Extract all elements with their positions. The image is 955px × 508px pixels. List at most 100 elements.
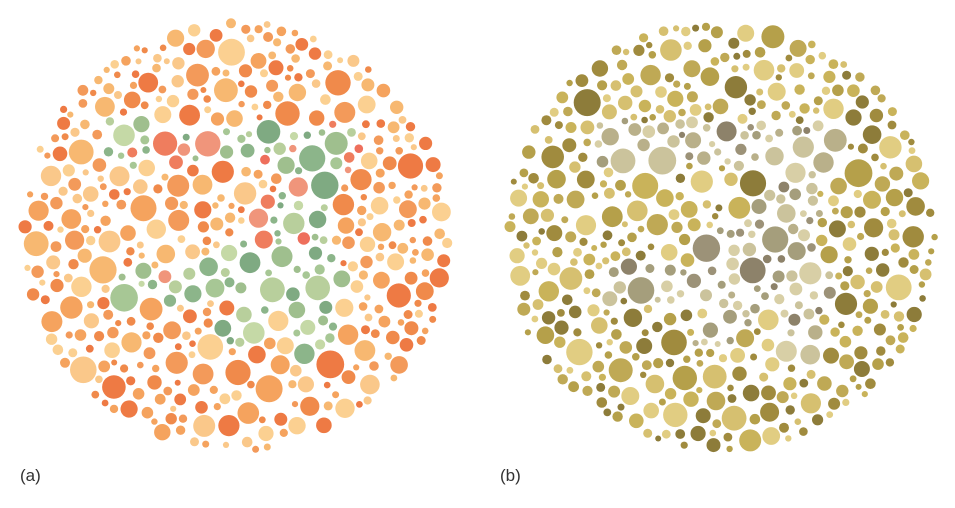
plate-a-dot bbox=[129, 81, 138, 89]
plate-b-dot bbox=[652, 321, 663, 333]
plate-b-dot bbox=[800, 344, 820, 365]
plate-b-dot bbox=[668, 209, 680, 221]
plate-a-dot bbox=[61, 133, 69, 141]
plate-a-dot bbox=[110, 60, 119, 69]
plate-b-dot bbox=[794, 84, 805, 95]
plate-b-dot bbox=[817, 217, 827, 228]
plate-b-dot bbox=[718, 165, 726, 172]
plate-a-dot bbox=[289, 132, 299, 141]
plate-a-dot bbox=[81, 225, 90, 234]
plate-b-dot bbox=[908, 249, 920, 260]
plate-a-dot bbox=[300, 319, 316, 335]
plate-a-dot bbox=[399, 338, 414, 352]
plate-b-dot bbox=[687, 328, 695, 336]
plate-a-dot bbox=[163, 321, 182, 340]
plate-b-dot bbox=[728, 196, 751, 219]
plate-b-dot bbox=[712, 98, 729, 115]
plate-a-dot bbox=[376, 147, 384, 155]
plate-a-dot bbox=[123, 188, 131, 196]
plate-a-dot bbox=[241, 24, 251, 34]
plate-a-dot bbox=[269, 185, 277, 193]
plate-b-dot bbox=[919, 268, 932, 281]
plate-b-dot bbox=[664, 388, 677, 400]
plate-b-dot bbox=[642, 125, 656, 138]
plate-b-dot bbox=[823, 70, 836, 83]
plate-a-dot bbox=[335, 398, 355, 418]
plate-a-dot bbox=[50, 241, 62, 253]
plate-a-dot bbox=[205, 278, 225, 298]
plate-b-dot bbox=[732, 366, 747, 381]
plate-a-dot bbox=[323, 61, 333, 71]
plate-a-dot bbox=[165, 413, 177, 425]
plate-a-dot bbox=[183, 309, 197, 324]
plate-a-dot bbox=[168, 209, 190, 231]
plate-a-dot bbox=[256, 114, 263, 121]
plate-b-dot bbox=[828, 59, 839, 69]
plate-b-dot bbox=[583, 138, 591, 147]
plate-a-dot bbox=[360, 255, 373, 269]
plate-a-dot bbox=[300, 396, 320, 416]
plate-b-dot bbox=[761, 385, 776, 401]
plate-a-dot bbox=[194, 327, 202, 335]
plate-b-dot bbox=[565, 231, 577, 243]
plate-a-dot bbox=[195, 401, 208, 414]
plate-b-dot bbox=[869, 108, 884, 123]
plate-b-dot bbox=[732, 300, 743, 311]
plate-a-dot bbox=[214, 78, 238, 103]
plate-a-dot bbox=[356, 401, 363, 408]
plate-a-dot bbox=[165, 351, 188, 374]
plate-b-dot bbox=[656, 189, 674, 207]
plate-b-dot bbox=[853, 189, 862, 199]
plate-b-dot bbox=[523, 242, 530, 249]
plate-a-dot bbox=[263, 100, 272, 110]
plate-b-dot bbox=[678, 108, 686, 117]
plate-a-dot bbox=[390, 356, 408, 374]
plate-a-dot bbox=[360, 152, 378, 170]
plate-b-dot bbox=[834, 292, 858, 315]
plate-a-dot bbox=[258, 416, 266, 424]
plate-b-dot bbox=[615, 179, 626, 191]
plate-a-dot bbox=[192, 155, 199, 162]
plate-b-dot bbox=[855, 311, 863, 319]
plate-b-dot bbox=[584, 269, 595, 279]
plate-b-dot bbox=[815, 210, 823, 217]
plate-a-dot bbox=[316, 417, 332, 434]
color-vision-plate-a bbox=[18, 18, 453, 453]
plate-b-dot bbox=[630, 85, 643, 98]
plate-b-dot bbox=[706, 391, 726, 411]
plate-a-dot bbox=[192, 174, 213, 195]
plate-b-dot bbox=[925, 259, 932, 266]
plate-a-dot bbox=[309, 35, 317, 43]
plate-b-dot bbox=[861, 391, 868, 398]
panel-label-a: (a) bbox=[20, 466, 41, 485]
plate-a-dot bbox=[57, 226, 64, 233]
plate-b-dot bbox=[877, 94, 886, 103]
plate-a-dot bbox=[140, 101, 149, 110]
plate-b-dot bbox=[909, 324, 917, 333]
plate-a-dot bbox=[260, 194, 275, 209]
plate-b-dot bbox=[602, 257, 610, 265]
plate-a-dot bbox=[177, 143, 191, 156]
plate-b-dot bbox=[781, 101, 791, 110]
plate-b-dot bbox=[813, 107, 820, 114]
plate-a-dot bbox=[118, 273, 126, 281]
plate-a-dot bbox=[31, 265, 44, 278]
plate-b-dot bbox=[627, 232, 637, 243]
plate-b-dot bbox=[777, 64, 786, 73]
plate-b-dot bbox=[839, 335, 852, 348]
plate-b-dot bbox=[602, 94, 611, 103]
plate-a-dot bbox=[373, 181, 385, 194]
plate-a-dot bbox=[203, 318, 213, 328]
plate-b-dot bbox=[573, 328, 582, 337]
plate-b-dot bbox=[807, 195, 818, 206]
plate-b-dot bbox=[675, 119, 685, 129]
plate-a-dot bbox=[350, 280, 364, 293]
plate-b-dot bbox=[616, 59, 628, 71]
plate-a-dot bbox=[377, 243, 385, 250]
plate-a-dot bbox=[386, 330, 400, 345]
plate-b-dot bbox=[742, 310, 750, 318]
plate-a-dot bbox=[416, 336, 426, 345]
plate-a-dot bbox=[99, 183, 107, 191]
plate-b-dot bbox=[737, 113, 748, 124]
plate-a-dot bbox=[243, 322, 265, 344]
